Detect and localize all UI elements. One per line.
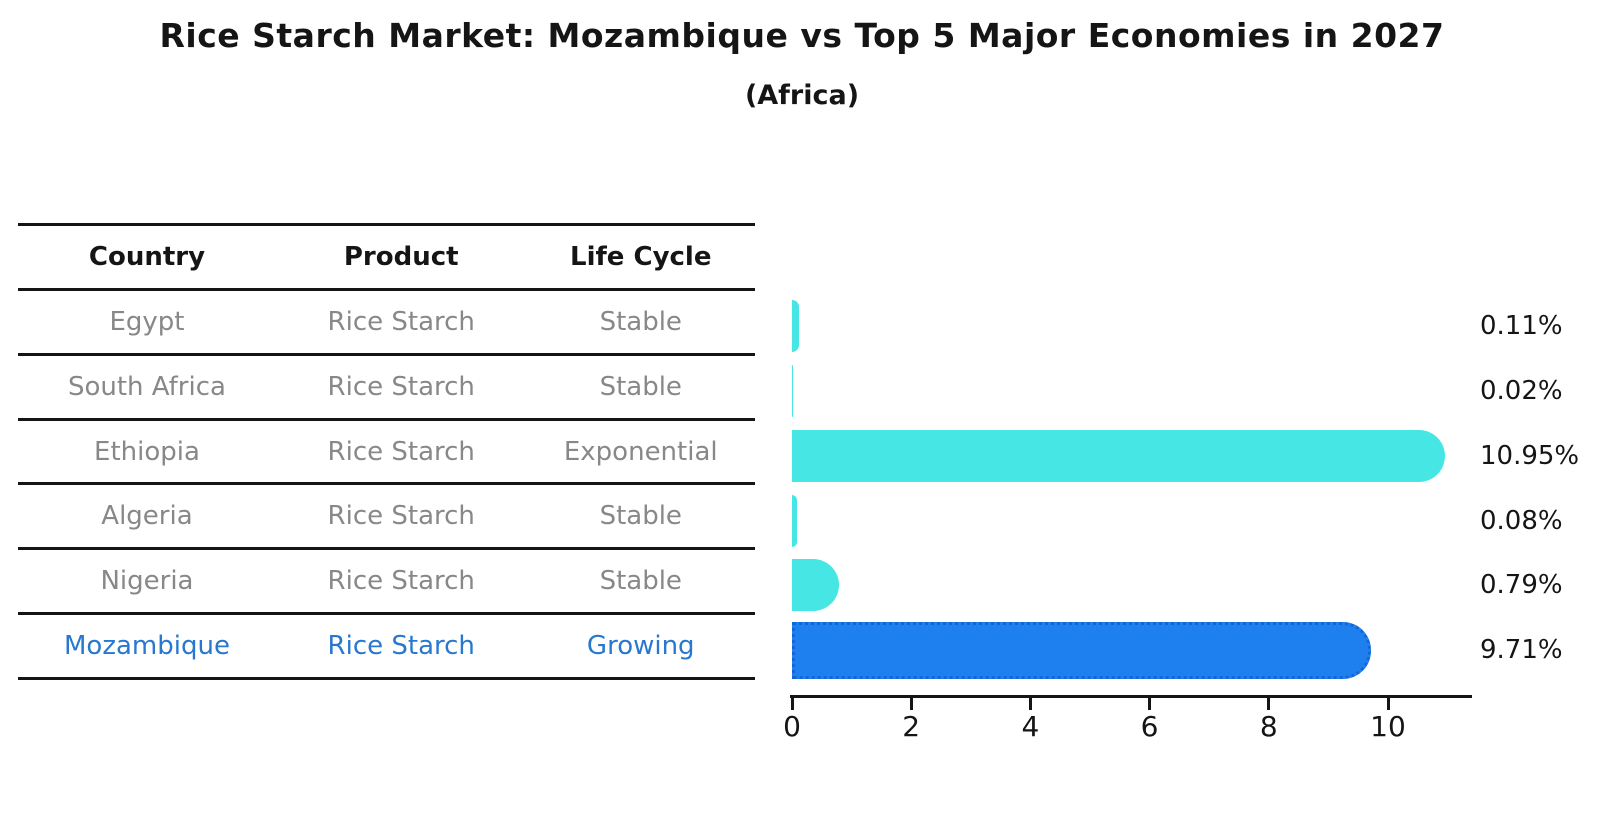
bar-value-label: 10.95%	[1480, 440, 1580, 471]
x-axis-tick-mark	[790, 698, 794, 710]
table-row: Mozambique Rice Starch Growing	[18, 612, 755, 677]
table-cell-product: Rice Starch	[327, 631, 475, 662]
table-cell-product: Rice Starch	[327, 566, 475, 597]
table-cell-product: Rice Starch	[327, 306, 475, 337]
bar-nigeria	[792, 559, 840, 612]
bar-ethiopia	[792, 429, 1445, 482]
table-cell-life-cycle: Stable	[599, 501, 682, 532]
table-header-cell-life-cycle: Life Cycle	[570, 241, 712, 272]
table-body: Egypt Rice Starch Stable South Africa Rice S…	[18, 287, 755, 677]
bar-algeria	[792, 494, 797, 547]
table-cell-life-cycle: Exponential	[563, 436, 718, 467]
table-cell-country: South Africa	[67, 371, 226, 402]
bar-mozambique	[792, 622, 1371, 679]
table-cell-country: Nigeria	[100, 566, 194, 597]
table-cell-life-cycle: Growing	[586, 631, 695, 662]
table-cell-country: Egypt	[109, 306, 185, 337]
chart-title: Rice Starch Market: Mozambique vs Top 5 …	[159, 16, 1445, 55]
table-cell-life-cycle: Stable	[599, 566, 682, 597]
bar-egypt	[792, 300, 799, 352]
table-header-cell-country: Country	[88, 241, 206, 272]
x-axis-tick-mark	[1148, 698, 1152, 710]
table-cell-product: Rice Starch	[327, 371, 475, 402]
x-axis-line	[790, 695, 1472, 698]
x-axis-tick-label: 8	[1259, 710, 1278, 743]
bar-value-label: 0.02%	[1480, 375, 1563, 406]
table-cell-life-cycle: Stable	[599, 306, 682, 337]
x-axis-tick-mark	[1028, 698, 1032, 710]
data-table: Country Product Life Cycle Egypt Rice Sta…	[18, 223, 755, 681]
table-cell-country: Mozambique	[63, 631, 230, 662]
table-row: Nigeria Rice Starch Stable	[18, 547, 755, 612]
x-axis-tick-mark	[1386, 698, 1390, 710]
x-axis-tick-mark	[1267, 698, 1271, 710]
x-axis-tick-label: 0	[783, 710, 801, 743]
table-cell-country: Algeria	[101, 501, 193, 532]
table-row: South Africa Rice Starch Stable	[18, 352, 755, 418]
table-row: Egypt Rice Starch Stable	[18, 287, 755, 353]
table-cell-product: Rice Starch	[327, 436, 475, 467]
x-axis-tick-label: 6	[1140, 710, 1159, 743]
chart-subtitle: (Africa)	[744, 80, 860, 111]
bar-value-label: 0.08%	[1480, 505, 1563, 536]
table-cell-product: Rice Starch	[327, 501, 475, 532]
table-header-row: Country Product Life Cycle	[18, 223, 755, 288]
x-axis-tick-label: 10	[1370, 710, 1406, 743]
table-row: Algeria Rice Starch Stable	[18, 482, 755, 547]
bar-value-label: 0.11%	[1480, 311, 1563, 341]
x-axis-tick-mark	[909, 698, 913, 710]
table-cell-country: Ethiopia	[94, 436, 200, 467]
bar-south-africa	[792, 364, 794, 417]
bar-value-label: 9.71%	[1480, 635, 1563, 666]
x-axis-tick-label: 2	[902, 710, 921, 743]
table-header-cell-product: Product	[343, 241, 459, 272]
table-cell-life-cycle: Stable	[599, 371, 682, 402]
bar-value-label: 0.79%	[1480, 570, 1563, 601]
table-row: Ethiopia Rice Starch Exponential	[18, 417, 755, 483]
x-axis-tick-label: 4	[1021, 710, 1040, 743]
